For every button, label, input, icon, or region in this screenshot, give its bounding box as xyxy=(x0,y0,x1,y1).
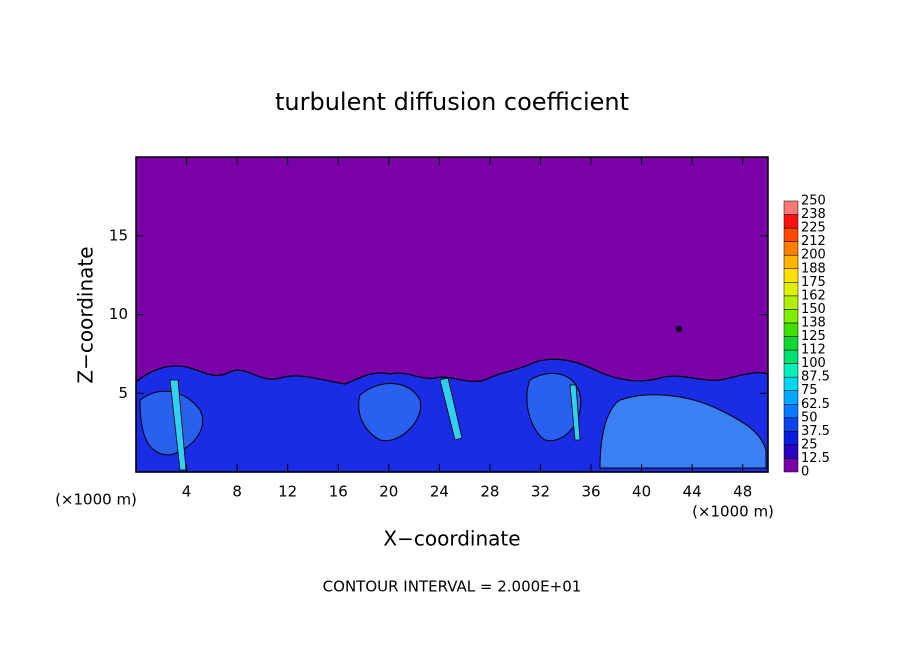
colorbar-swatch xyxy=(783,268,799,283)
x-axis-label: X−coordinate xyxy=(383,527,520,551)
colorbar-swatch xyxy=(783,227,799,242)
colorbar-label: 100 xyxy=(801,356,826,371)
colorbar-label: 37.5 xyxy=(801,424,830,439)
colorbar-swatch xyxy=(783,376,799,391)
eddy xyxy=(599,394,767,469)
colorbar-label: 12.5 xyxy=(801,451,830,466)
y-tick-label: 5 xyxy=(118,384,128,402)
x-tick-label: 32 xyxy=(531,483,550,501)
colorbar-swatch xyxy=(783,282,799,297)
colorbar-label: 250 xyxy=(801,194,826,209)
x-tick-label: 36 xyxy=(581,483,600,501)
y-tick-label: 15 xyxy=(109,226,128,244)
colorbar-label: 25 xyxy=(801,437,818,452)
colorbar-label: 188 xyxy=(801,261,826,276)
colorbar-label: 175 xyxy=(801,275,826,290)
colorbar-label: 212 xyxy=(801,234,826,249)
x-tick-label: 44 xyxy=(683,483,702,501)
colorbar-swatch xyxy=(783,417,799,432)
colorbar-swatch xyxy=(783,309,799,324)
x-tick-label: 24 xyxy=(430,483,449,501)
colorbar-swatch xyxy=(783,444,799,459)
filament xyxy=(169,377,581,471)
x-tick-label: 16 xyxy=(329,483,348,501)
colorbar-label: 0 xyxy=(801,465,809,480)
x-tick-label: 40 xyxy=(632,483,651,501)
colorbar-swatch xyxy=(783,214,799,229)
colorbar-label: 75 xyxy=(801,383,818,398)
colorbar-swatch xyxy=(783,349,799,364)
colorbar-label: 150 xyxy=(801,302,826,317)
colorbar-label: 62.5 xyxy=(801,397,830,412)
chart-title: turbulent diffusion coefficient xyxy=(275,88,629,116)
colorbar-label: 138 xyxy=(801,315,826,330)
colorbar-swatch xyxy=(783,336,799,351)
x-tick-label: 28 xyxy=(480,483,499,501)
footer: CONTOUR INTERVAL = 2.000E+01 xyxy=(323,578,582,596)
colorbar-label: 200 xyxy=(801,248,826,263)
colorbar-label: 87.5 xyxy=(801,370,830,385)
dot xyxy=(676,326,682,332)
colorbar-swatch xyxy=(783,363,799,378)
x-tick-label: 4 xyxy=(182,483,192,501)
x-tick-label: 48 xyxy=(733,483,752,501)
colorbar-label: 125 xyxy=(801,329,826,344)
y-unit-label: (×1000 m) xyxy=(55,491,137,509)
field xyxy=(135,157,769,473)
colorbar-swatch xyxy=(783,241,799,256)
colorbar-label: 50 xyxy=(801,410,818,425)
eddy xyxy=(526,372,582,442)
colorbar-swatch xyxy=(783,390,799,405)
y-axis-label: Z−coordinate xyxy=(74,246,98,383)
y-tick-label: 10 xyxy=(109,305,128,323)
colorbar-swatch xyxy=(783,458,799,473)
colorbar-swatch xyxy=(783,322,799,337)
colorbar-label: 162 xyxy=(801,288,826,303)
colorbar-swatch xyxy=(783,404,799,419)
eddy xyxy=(358,383,422,442)
colorbar-label: 112 xyxy=(801,343,826,358)
colorbar-swatch xyxy=(783,431,799,446)
colorbar-label: 225 xyxy=(801,221,826,236)
colorbar-swatch xyxy=(783,295,799,310)
x-tick-label: 8 xyxy=(232,483,242,501)
colorbar-label: 238 xyxy=(801,207,826,222)
x-tick-label: 12 xyxy=(278,483,297,501)
colorbar-swatch xyxy=(783,254,799,269)
x-tick-label: 20 xyxy=(379,483,398,501)
colorbar-swatch xyxy=(783,200,799,215)
x-unit-label: (×1000 m) xyxy=(692,503,774,521)
